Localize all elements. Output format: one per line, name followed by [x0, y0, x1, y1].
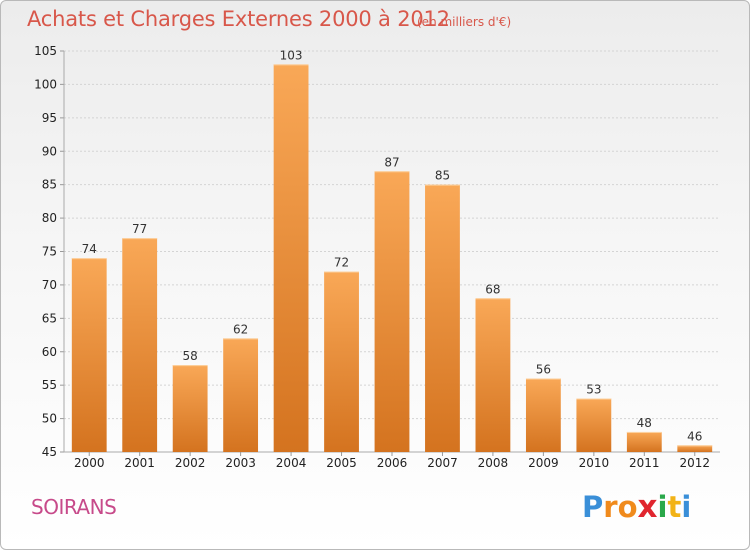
- x-tick-label: 2006: [377, 456, 408, 470]
- y-tick-label: 45: [42, 445, 57, 459]
- bar: [475, 298, 511, 452]
- y-tick-label: 65: [42, 311, 57, 325]
- x-tick-label: 2010: [579, 456, 610, 470]
- x-tick-label: 2001: [124, 456, 155, 470]
- y-tick-label: 60: [42, 345, 57, 359]
- x-tick-label: 2005: [326, 456, 357, 470]
- bar: [273, 64, 309, 452]
- bar: [576, 398, 612, 452]
- bar: [525, 378, 561, 452]
- chart-title: Achats et Charges Externes 2000 à 2012: [27, 7, 450, 31]
- data-label: 77: [132, 222, 147, 236]
- data-label: 58: [183, 349, 198, 363]
- bar-group: [273, 64, 309, 452]
- y-tick-label: 50: [42, 412, 57, 426]
- bar-group: [324, 271, 359, 452]
- bar-group: [425, 184, 460, 452]
- x-tick-label: 2011: [629, 456, 660, 470]
- logo-letter: o: [617, 490, 638, 524]
- bar-group: [122, 238, 158, 452]
- logo-letter: i: [681, 490, 692, 524]
- x-tick-label: 2008: [478, 456, 509, 470]
- x-tick-label: 2003: [225, 456, 256, 470]
- x-tick-label: 2000: [74, 456, 105, 470]
- data-label: 72: [334, 256, 349, 270]
- bar: [324, 271, 359, 452]
- data-label: 68: [485, 282, 500, 296]
- bar-layer: [71, 64, 713, 453]
- data-label: 53: [586, 383, 601, 397]
- bar-group: [172, 365, 208, 452]
- y-tick-label: 95: [42, 111, 57, 125]
- logo-letter: P: [582, 490, 604, 524]
- data-label: 103: [280, 48, 303, 62]
- x-tick-label: 2012: [679, 456, 710, 470]
- bar-group: [223, 338, 259, 452]
- y-tick-label: 75: [42, 245, 57, 259]
- y-tick-label: 85: [42, 178, 57, 192]
- y-tick-label: 55: [42, 378, 57, 392]
- x-tick-label: 2004: [276, 456, 307, 470]
- x-tick-label: 2007: [427, 456, 458, 470]
- bar-group: [677, 445, 713, 452]
- logo-letter: i: [657, 490, 668, 524]
- proxiti-logo[interactable]: Proxiti: [582, 489, 691, 525]
- bar: [223, 338, 259, 452]
- y-tick-label: 90: [42, 144, 57, 158]
- bar-group: [71, 258, 107, 452]
- bar-group: [374, 171, 410, 453]
- bar: [626, 431, 662, 452]
- logo-letter: r: [603, 490, 618, 524]
- bar-group: [626, 431, 662, 452]
- chart-unit: (en milliers d'€): [417, 15, 512, 29]
- y-tick-label: 80: [42, 211, 57, 225]
- bar: [425, 184, 460, 452]
- data-label: 74: [82, 242, 97, 256]
- x-tick-label: 2002: [175, 456, 206, 470]
- bar-group: [576, 398, 612, 452]
- data-label: 85: [435, 169, 450, 183]
- bar: [122, 238, 158, 452]
- bar: [374, 171, 410, 453]
- logo-letter: t: [667, 490, 682, 524]
- data-label: 48: [637, 416, 652, 430]
- data-label: 62: [233, 322, 248, 336]
- label-layer: 74 77 58 62 103 72 87 85 68 56 53 48 46: [82, 48, 703, 443]
- y-tick-label: 70: [42, 278, 57, 292]
- data-label: 56: [536, 362, 551, 376]
- data-label: 87: [384, 155, 399, 169]
- place-name: SOIRANS: [31, 495, 117, 519]
- logo-letter: x: [637, 489, 658, 525]
- y-tick-label: 105: [34, 44, 57, 58]
- data-label: 46: [687, 429, 702, 443]
- bar: [677, 445, 713, 452]
- y-tick-label: 100: [34, 77, 57, 91]
- x-tick-label: 2009: [528, 456, 559, 470]
- bar: [71, 258, 107, 452]
- bar: [172, 365, 208, 452]
- bar-group: [525, 378, 561, 452]
- bar-group: [475, 298, 511, 452]
